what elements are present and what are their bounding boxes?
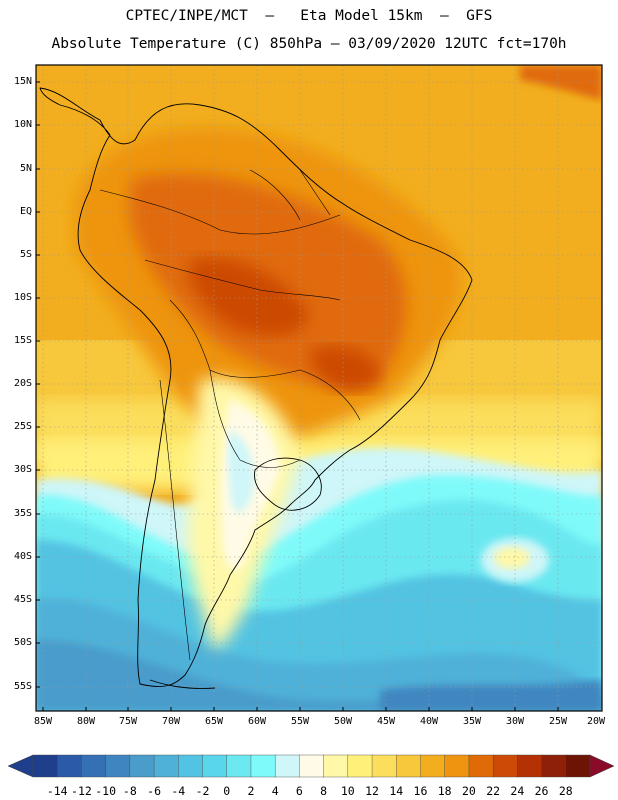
lat-label: 25S (13, 421, 32, 432)
colorbar-label: -8 (122, 784, 137, 798)
colorbar-swatch (32, 754, 58, 778)
lon-label: 25W (548, 716, 568, 727)
colorbar-swatch (81, 754, 107, 778)
colorbar-label: 10 (340, 784, 355, 798)
lat-label: 5N (19, 163, 32, 174)
colorbar-arrow-low (7, 754, 34, 778)
colorbar-swatch (396, 754, 421, 778)
colorbar (7, 754, 615, 778)
colorbar-swatch (323, 754, 349, 778)
colorbar-swatch (202, 754, 228, 778)
colorbar-label: 28 (558, 784, 573, 798)
colorbar-label: -2 (195, 784, 210, 798)
lat-label: 5S (19, 249, 32, 260)
lat-label: 10N (13, 119, 32, 130)
lat-label: 15N (13, 76, 32, 87)
colorbar-swatch (371, 754, 397, 778)
lon-label: 65W (204, 716, 224, 727)
colorbar-swatch (57, 754, 82, 778)
colorbar-label: 8 (320, 784, 328, 798)
colorbar-label: -14 (46, 784, 68, 798)
colorbar-label: 20 (461, 784, 476, 798)
colorbar-swatch (299, 754, 325, 778)
colorbar-label: 16 (413, 784, 428, 798)
colorbar-label: 2 (247, 784, 255, 798)
colorbar-swatch (444, 754, 470, 778)
temperature-field (36, 65, 602, 711)
lon-label: 45W (376, 716, 396, 727)
colorbar-label: -12 (71, 784, 92, 798)
colorbar-arrow-high (589, 754, 615, 778)
lat-label: 30S (13, 464, 32, 475)
colorbar-label: 24 (510, 784, 525, 798)
lon-label: 20W (586, 716, 606, 727)
lon-label: 50W (333, 716, 353, 727)
lat-label: 10S (13, 292, 32, 303)
lon-label: 40W (419, 716, 439, 727)
lat-label: 20S (13, 378, 32, 389)
lon-label: 70W (161, 716, 181, 727)
colorbar-swatch (492, 754, 518, 778)
title-line-1: CPTEC/INPE/MCT – Eta Model 15km – GFS (125, 8, 493, 24)
country-borders (99, 169, 361, 661)
colorbar-label: 22 (486, 784, 501, 798)
lat-label: 45S (13, 594, 32, 605)
colorbar-swatch (105, 754, 131, 778)
lon-label: 30W (505, 716, 525, 727)
lon-label: 55W (290, 716, 310, 727)
colorbar-swatch (565, 754, 591, 778)
lat-label: 40S (13, 551, 32, 562)
colorbar-label: 0 (223, 784, 231, 798)
coastlines (39, 87, 473, 689)
colorbar-swatch (250, 754, 276, 778)
colorbar-label: -6 (147, 784, 161, 798)
colorbar-swatch (226, 754, 252, 778)
colorbar-swatch (517, 754, 543, 778)
colorbar-swatch (347, 754, 373, 778)
colorbar-label: -4 (171, 784, 186, 798)
colorbar-swatch (420, 754, 446, 778)
lat-label: EQ (19, 206, 32, 217)
colorbar-label: 6 (295, 784, 303, 798)
colorbar-label: -10 (95, 784, 117, 798)
lat-label: 15S (13, 335, 32, 346)
lon-label: 75W (118, 716, 138, 727)
colorbar-label: 26 (534, 784, 549, 798)
colorbar-swatch (129, 754, 155, 778)
lon-label: 35W (462, 716, 482, 727)
axis-ticks (36, 81, 559, 711)
title-line-2: Absolute Temperature (C) 850hPa – 03/09/… (51, 36, 567, 52)
colorbar-swatch (541, 754, 567, 778)
colorbar-swatch (274, 754, 300, 778)
lon-label: 80W (76, 716, 96, 727)
lat-label: 55S (13, 681, 32, 692)
lat-label: 50S (13, 637, 32, 648)
lon-label: 60W (247, 716, 267, 727)
colorbar-label: 14 (389, 784, 404, 798)
colorbar-swatch (468, 754, 494, 778)
colorbar-label: 12 (365, 784, 379, 798)
lon-label: 85W (33, 716, 53, 727)
colorbar-swatch (178, 754, 204, 778)
lat-label: 35S (13, 508, 32, 519)
colorbar-swatch (153, 754, 179, 778)
colorbar-label: 4 (271, 784, 279, 798)
colorbar-label: 18 (437, 784, 452, 798)
map-frame (35, 64, 603, 712)
